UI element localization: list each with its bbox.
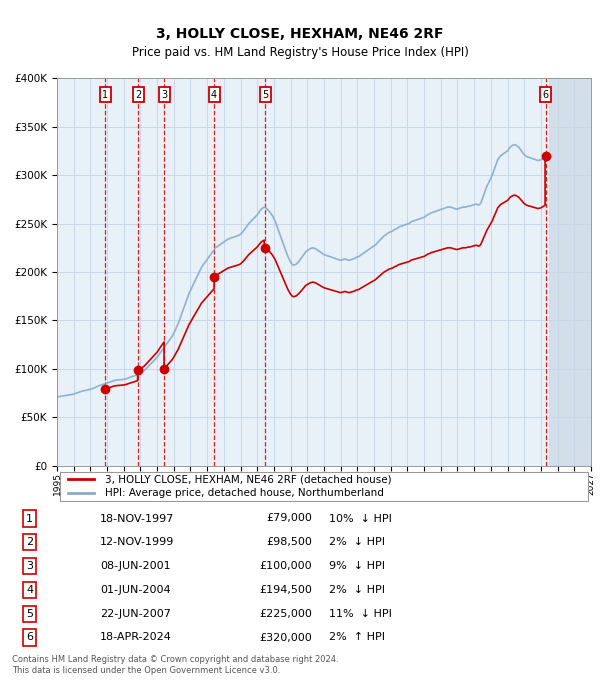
- Text: 3, HOLLY CLOSE, HEXHAM, NE46 2RF: 3, HOLLY CLOSE, HEXHAM, NE46 2RF: [156, 27, 444, 41]
- Text: 10%  ↓ HPI: 10% ↓ HPI: [329, 513, 392, 524]
- Text: 9%  ↓ HPI: 9% ↓ HPI: [329, 561, 385, 571]
- Text: £225,000: £225,000: [259, 609, 312, 619]
- Text: 2%  ↑ HPI: 2% ↑ HPI: [329, 632, 385, 643]
- Text: HPI: Average price, detached house, Northumberland: HPI: Average price, detached house, Nort…: [105, 488, 384, 498]
- Text: 2%  ↓ HPI: 2% ↓ HPI: [329, 585, 385, 595]
- Text: 1: 1: [26, 513, 33, 524]
- Text: 18-NOV-1997: 18-NOV-1997: [100, 513, 175, 524]
- Text: 5: 5: [26, 609, 33, 619]
- Text: 2%  ↓ HPI: 2% ↓ HPI: [329, 537, 385, 547]
- Text: £79,000: £79,000: [266, 513, 312, 524]
- Text: £100,000: £100,000: [259, 561, 312, 571]
- Text: 2: 2: [135, 90, 141, 100]
- Text: 11%  ↓ HPI: 11% ↓ HPI: [329, 609, 392, 619]
- FancyBboxPatch shape: [59, 472, 589, 500]
- Text: 3: 3: [161, 90, 167, 100]
- Text: £194,500: £194,500: [259, 585, 312, 595]
- Text: 12-NOV-1999: 12-NOV-1999: [100, 537, 175, 547]
- Text: 6: 6: [26, 632, 33, 643]
- Text: 3, HOLLY CLOSE, HEXHAM, NE46 2RF (detached house): 3, HOLLY CLOSE, HEXHAM, NE46 2RF (detach…: [105, 474, 392, 484]
- Text: Contains HM Land Registry data © Crown copyright and database right 2024.: Contains HM Land Registry data © Crown c…: [12, 655, 338, 664]
- Text: 4: 4: [211, 90, 217, 100]
- Text: This data is licensed under the Open Government Licence v3.0.: This data is licensed under the Open Gov…: [12, 666, 280, 675]
- Text: £320,000: £320,000: [259, 632, 312, 643]
- Text: 6: 6: [543, 90, 549, 100]
- Text: 18-APR-2024: 18-APR-2024: [100, 632, 172, 643]
- Text: 4: 4: [26, 585, 33, 595]
- Text: 3: 3: [26, 561, 33, 571]
- Text: Price paid vs. HM Land Registry's House Price Index (HPI): Price paid vs. HM Land Registry's House …: [131, 46, 469, 59]
- Bar: [549, 78, 591, 466]
- Text: 01-JUN-2004: 01-JUN-2004: [100, 585, 171, 595]
- Text: 2: 2: [26, 537, 33, 547]
- Text: 1: 1: [102, 90, 108, 100]
- Text: £98,500: £98,500: [266, 537, 312, 547]
- Text: 5: 5: [262, 90, 268, 100]
- Text: 08-JUN-2001: 08-JUN-2001: [100, 561, 171, 571]
- Text: 22-JUN-2007: 22-JUN-2007: [100, 609, 171, 619]
